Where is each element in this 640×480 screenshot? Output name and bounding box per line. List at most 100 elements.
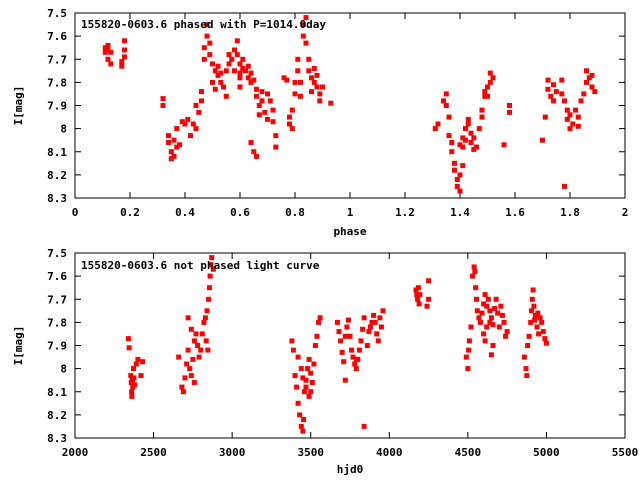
data-point	[240, 56, 246, 62]
data-point	[525, 343, 531, 348]
data-point	[171, 153, 177, 159]
data-point	[206, 285, 212, 291]
data-point	[548, 93, 554, 99]
data-point	[193, 103, 199, 108]
data-point	[476, 315, 482, 321]
data-point	[234, 52, 240, 58]
data-point	[521, 354, 527, 360]
y-tick-label: 8.3	[47, 432, 67, 445]
data-point	[328, 100, 334, 106]
data-point	[317, 91, 323, 97]
data-point	[267, 98, 273, 104]
data-point	[300, 428, 306, 434]
data-point	[270, 119, 276, 125]
data-point	[309, 380, 315, 385]
data-point	[551, 82, 556, 88]
data-point	[166, 140, 171, 145]
data-point	[314, 84, 320, 90]
data-point	[289, 338, 295, 344]
data-point	[344, 324, 350, 330]
data-point	[105, 42, 111, 48]
x-tick-label: 2000	[62, 446, 89, 459]
data-point	[292, 373, 298, 379]
data-point	[317, 98, 323, 104]
data-point	[232, 68, 237, 74]
data-point	[295, 400, 301, 406]
phased-x-axis-label: phase	[333, 225, 366, 238]
data-point	[454, 177, 460, 182]
data-point	[446, 114, 452, 120]
data-point	[300, 375, 306, 381]
data-point	[499, 312, 505, 318]
data-point	[495, 310, 501, 316]
data-point	[465, 366, 471, 372]
data-point	[417, 292, 423, 298]
unphased-x-axis-label: hjd0	[337, 463, 364, 476]
y-tick-label: 8	[60, 363, 67, 376]
phased-plot-title: 155820-0603.6 phased with P=1014.0day	[81, 18, 326, 31]
data-point	[465, 116, 471, 122]
data-point	[195, 343, 201, 348]
data-point	[298, 79, 303, 85]
data-point	[466, 347, 472, 353]
data-point	[482, 292, 488, 298]
data-point	[507, 103, 512, 108]
data-point	[314, 72, 320, 78]
data-point	[526, 333, 532, 339]
unphased-light-curve-panel: 7.5 7.6 7.7 7.8 7.9 8 8.1 8.2 8.3 2000 2500 3000 35…	[12, 247, 638, 476]
data-point	[292, 91, 298, 97]
data-point	[311, 361, 317, 367]
data-point	[297, 412, 303, 418]
x-tick-label: 4000	[376, 446, 403, 459]
data-point	[300, 33, 306, 39]
data-point	[295, 354, 301, 360]
data-point	[207, 40, 213, 46]
data-point	[488, 352, 494, 358]
x-tick-label: 1.4	[450, 206, 470, 219]
data-point	[364, 343, 370, 348]
data-point	[131, 375, 137, 381]
data-point	[473, 285, 479, 291]
data-point	[378, 324, 384, 330]
data-point	[254, 153, 259, 159]
data-point	[416, 301, 422, 307]
data-point	[191, 338, 197, 344]
data-point	[308, 370, 314, 376]
data-point	[188, 326, 194, 332]
data-point	[306, 393, 312, 399]
data-point	[503, 333, 509, 339]
data-point	[245, 63, 251, 69]
data-point	[212, 68, 218, 74]
data-point	[487, 70, 493, 76]
data-point	[487, 79, 493, 85]
data-point	[202, 315, 208, 321]
data-point	[199, 89, 204, 95]
data-point	[589, 72, 595, 78]
data-point	[449, 140, 455, 145]
data-point	[212, 86, 218, 92]
data-point	[338, 338, 344, 344]
data-point	[341, 359, 347, 365]
x-tick-label: 1.8	[560, 206, 580, 219]
data-point	[352, 361, 358, 367]
data-point	[443, 103, 449, 108]
x-tick-label: 0.8	[285, 206, 305, 219]
data-point	[306, 56, 312, 62]
data-point	[532, 317, 538, 323]
y-tick-label: 7.6	[47, 270, 67, 283]
data-point	[289, 107, 295, 113]
data-point	[542, 114, 548, 120]
data-point	[295, 56, 301, 62]
data-point	[490, 322, 496, 328]
data-point	[562, 98, 567, 104]
data-point	[132, 382, 138, 388]
data-point	[347, 333, 353, 339]
data-point	[201, 319, 207, 325]
data-point	[496, 324, 502, 330]
data-point	[199, 331, 205, 337]
data-point	[226, 52, 232, 58]
data-point	[380, 308, 386, 314]
data-point	[528, 319, 534, 325]
data-point	[168, 149, 174, 155]
data-point	[460, 135, 466, 141]
